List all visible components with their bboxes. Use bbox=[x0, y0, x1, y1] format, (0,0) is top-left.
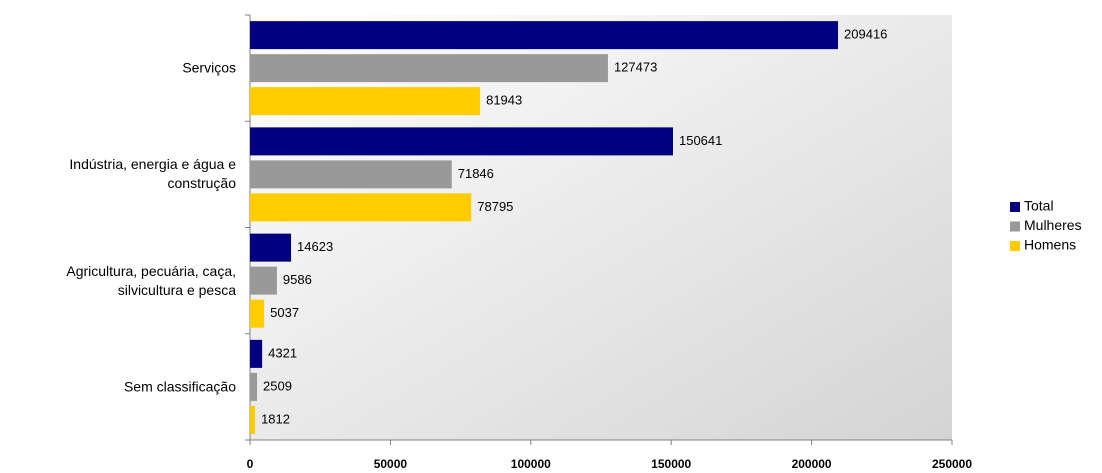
bar bbox=[250, 233, 292, 262]
category-label: Indústria, energia e água e construção bbox=[69, 156, 236, 192]
bar bbox=[250, 127, 673, 156]
data-label: 5037 bbox=[270, 305, 299, 320]
legend-swatch bbox=[1010, 202, 1020, 212]
legend-label: Homens bbox=[1024, 237, 1076, 253]
data-label: 4321 bbox=[268, 345, 297, 360]
bar bbox=[250, 405, 256, 434]
data-label: 9586 bbox=[283, 272, 312, 287]
data-label: 71846 bbox=[458, 166, 494, 181]
bar bbox=[250, 87, 481, 116]
data-label: 81943 bbox=[486, 93, 522, 108]
data-label: 14623 bbox=[297, 239, 333, 254]
bar bbox=[250, 339, 263, 368]
category-label: Sem classificação bbox=[123, 378, 236, 395]
bar bbox=[250, 372, 258, 401]
x-tick-label: 250000 bbox=[932, 457, 972, 471]
bar bbox=[250, 160, 452, 189]
x-tick-label: 100000 bbox=[511, 457, 551, 471]
data-label: 127473 bbox=[614, 60, 657, 75]
bar bbox=[250, 299, 265, 328]
x-tick-label: 200000 bbox=[792, 457, 832, 471]
bar bbox=[250, 266, 277, 295]
legend-swatch bbox=[1010, 241, 1020, 251]
bar bbox=[250, 193, 472, 222]
category-label: Agricultura, pecuária, caça, silvicultur… bbox=[66, 262, 236, 298]
x-tick-label: 150000 bbox=[651, 457, 691, 471]
bar bbox=[250, 54, 608, 83]
data-label: 78795 bbox=[477, 199, 513, 214]
bar bbox=[250, 21, 839, 50]
legend-swatch bbox=[1010, 221, 1020, 232]
data-label: 209416 bbox=[844, 27, 887, 42]
x-tick-label: 50000 bbox=[374, 457, 408, 471]
data-label: 1812 bbox=[261, 411, 290, 426]
plot-area bbox=[250, 15, 952, 440]
x-tick-label: 0 bbox=[247, 457, 254, 471]
legend-label: Total bbox=[1024, 198, 1054, 214]
data-label: 150641 bbox=[679, 133, 722, 148]
data-label: 2509 bbox=[263, 378, 292, 393]
category-label: Serviços bbox=[182, 59, 236, 76]
legend-label: Mulheres bbox=[1024, 217, 1082, 233]
